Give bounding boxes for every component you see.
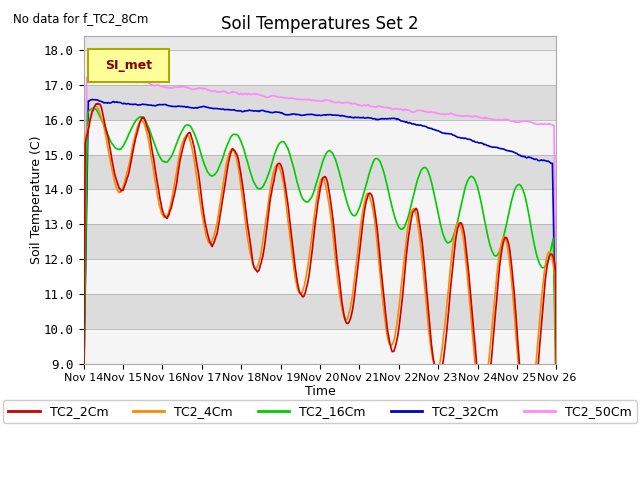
Bar bbox=[84, 259, 556, 294]
Bar bbox=[84, 155, 556, 190]
Text: No data for f_TC2_8Cm: No data for f_TC2_8Cm bbox=[13, 12, 148, 25]
Bar bbox=[84, 85, 556, 120]
Bar bbox=[84, 224, 556, 259]
Bar bbox=[84, 190, 556, 224]
Bar bbox=[84, 294, 556, 329]
Title: Soil Temperatures Set 2: Soil Temperatures Set 2 bbox=[221, 15, 419, 33]
Legend: TC2_2Cm, TC2_4Cm, TC2_16Cm, TC2_32Cm, TC2_50Cm: TC2_2Cm, TC2_4Cm, TC2_16Cm, TC2_32Cm, TC… bbox=[3, 400, 637, 423]
Bar bbox=[84, 50, 556, 85]
Bar bbox=[84, 329, 556, 364]
Y-axis label: Soil Temperature (C): Soil Temperature (C) bbox=[29, 135, 42, 264]
FancyBboxPatch shape bbox=[88, 49, 169, 82]
Bar bbox=[84, 120, 556, 155]
X-axis label: Time: Time bbox=[305, 385, 335, 398]
Text: SI_met: SI_met bbox=[105, 59, 152, 72]
